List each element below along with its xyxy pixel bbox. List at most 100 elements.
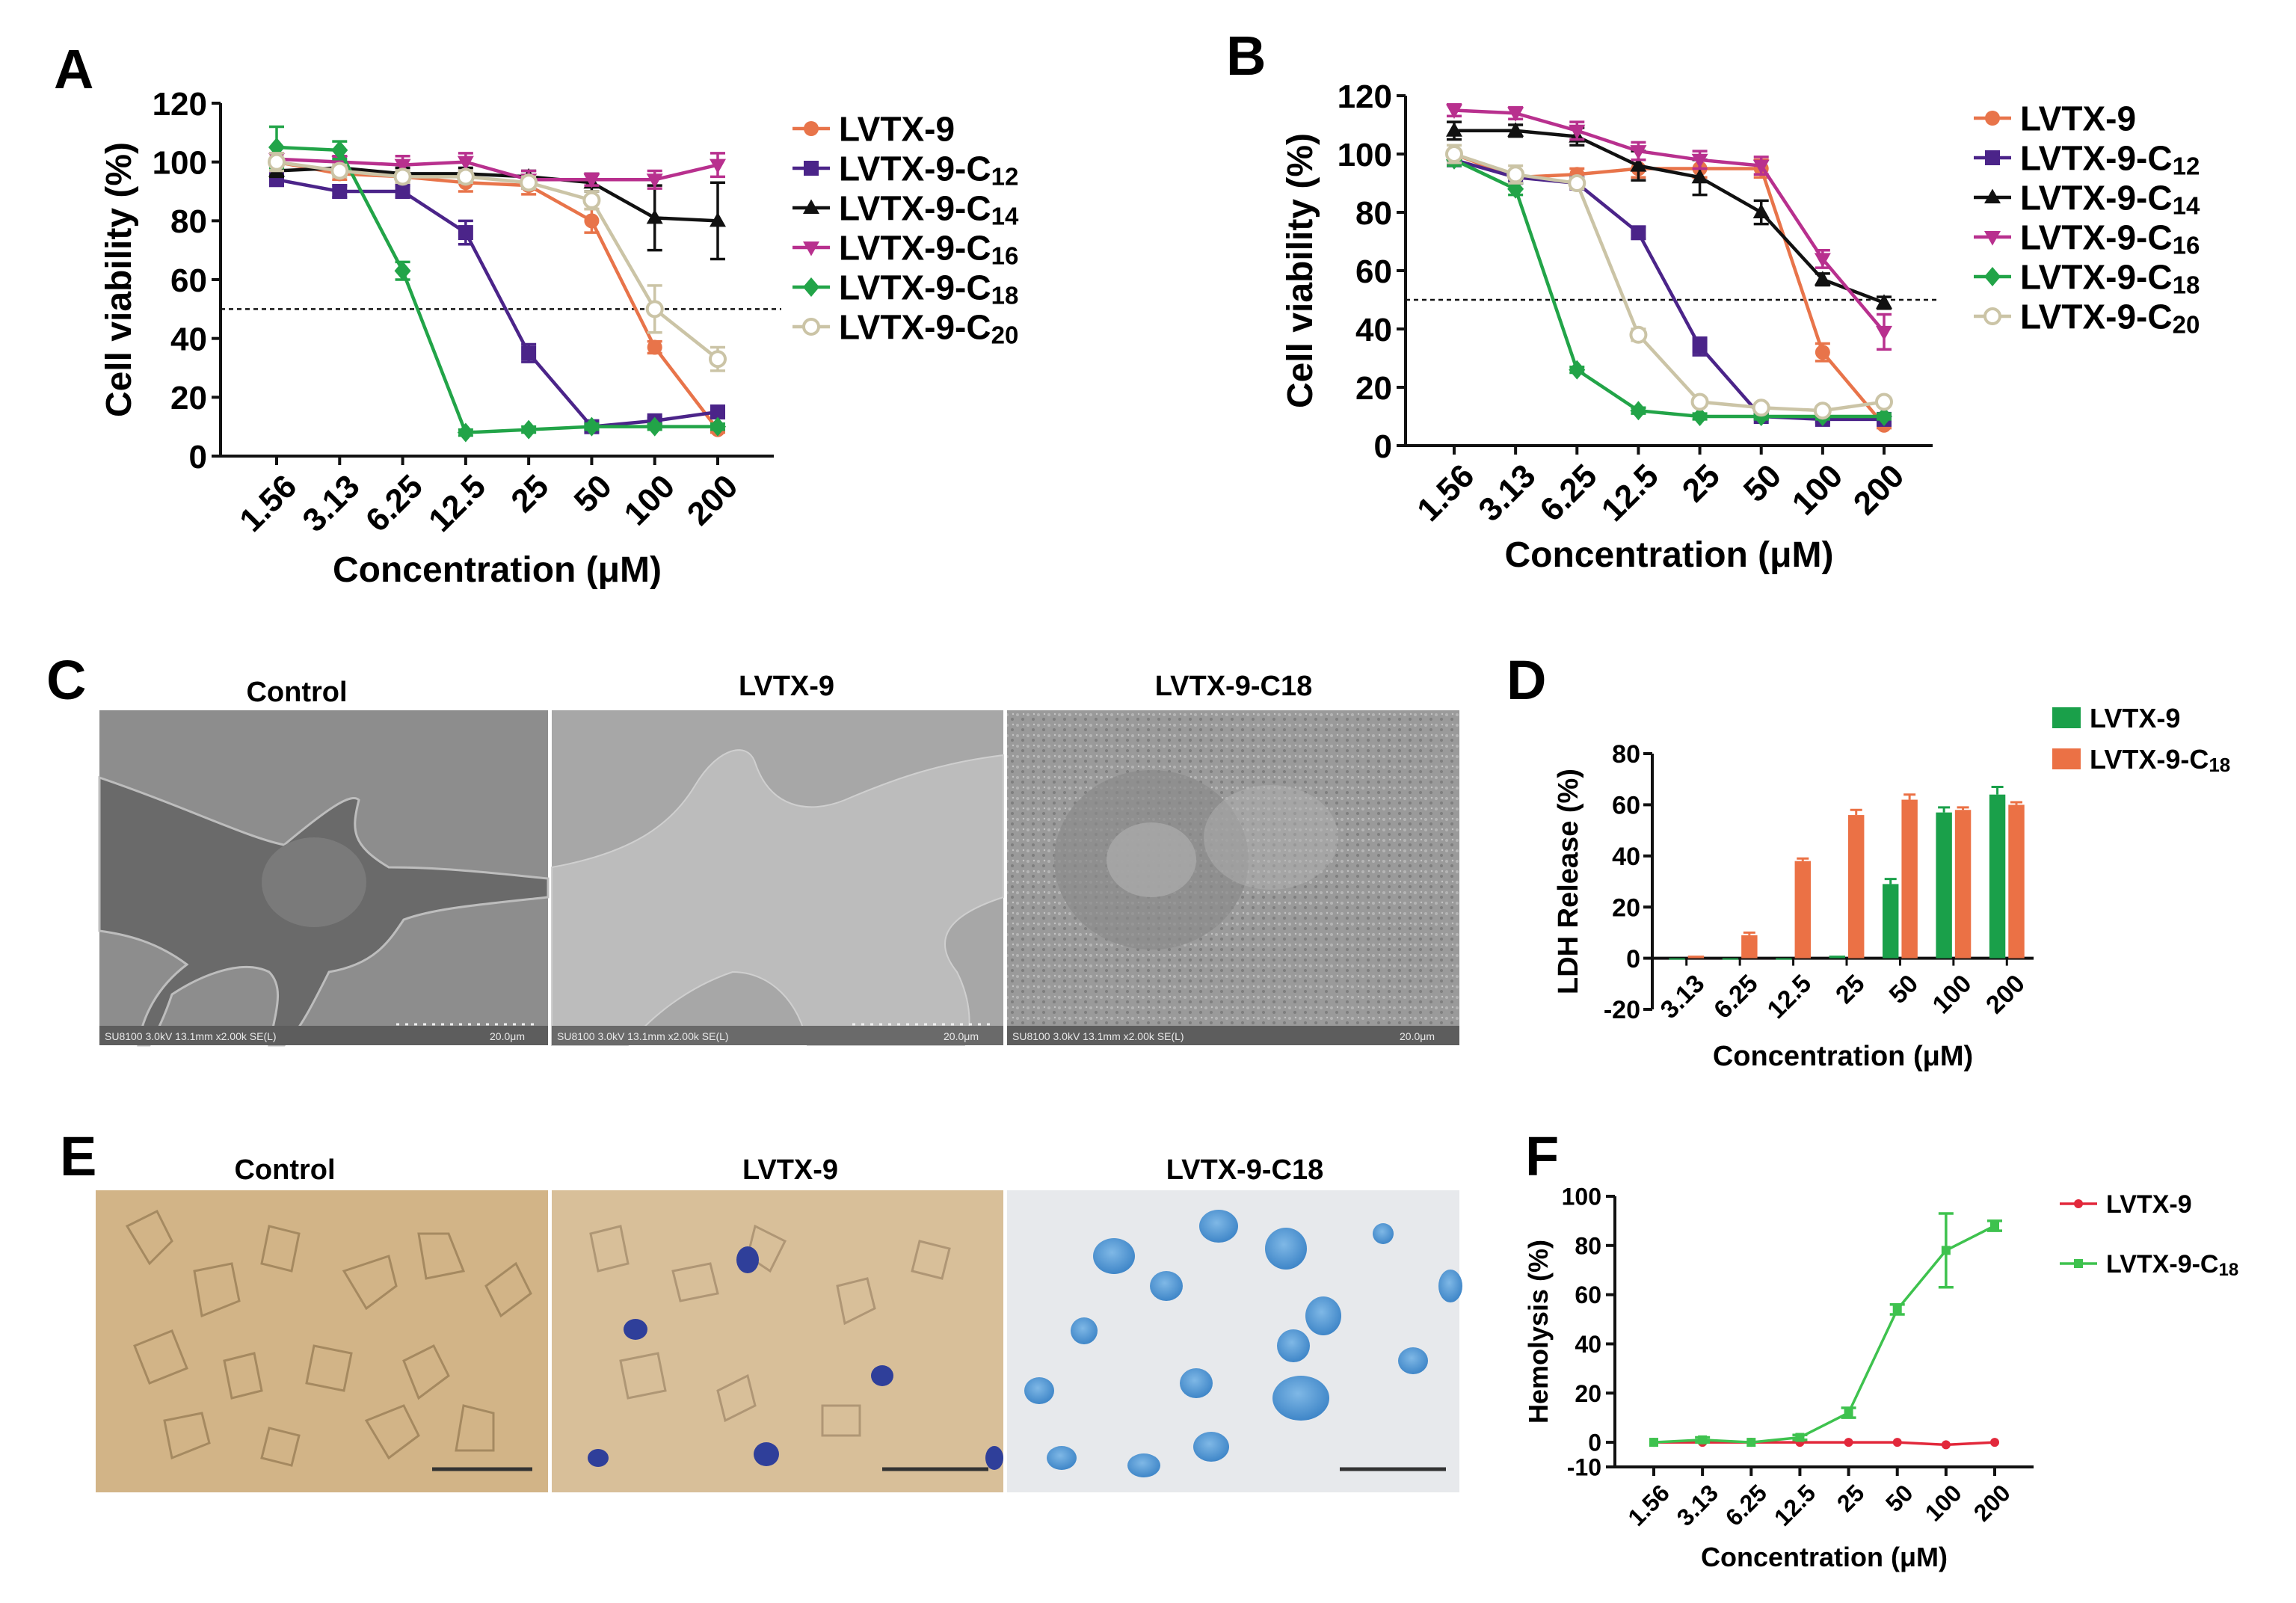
x-tick-label: 50 bbox=[1880, 1479, 1918, 1517]
data-point bbox=[647, 339, 662, 355]
x-tick-label: 200 bbox=[680, 468, 745, 533]
y-tick-label: 120 bbox=[1338, 79, 1392, 115]
sem-scale-lvtx9: 20.0μm bbox=[944, 1030, 979, 1042]
legend-marker bbox=[2074, 1199, 2083, 1208]
x-tick-label: 200 bbox=[1980, 969, 2031, 1019]
y-tick-label: 60 bbox=[1355, 253, 1392, 290]
legend-marker bbox=[804, 121, 819, 136]
stain-title-lvtx9: LVTX-9 bbox=[742, 1154, 838, 1186]
x-tick-label: 12.5 bbox=[1769, 1479, 1821, 1530]
data-point bbox=[1876, 325, 1892, 341]
legend-marker bbox=[1983, 307, 2001, 325]
data-point bbox=[521, 345, 537, 361]
series-LVTX-9-C18 bbox=[1649, 1212, 2002, 1447]
data-point bbox=[1446, 104, 1462, 119]
data-point bbox=[1876, 294, 1892, 309]
y-tick-label: 0 bbox=[1588, 1430, 1601, 1456]
data-point bbox=[1691, 407, 1708, 426]
x-tick-label: 6.25 bbox=[359, 468, 430, 539]
data-point bbox=[710, 159, 726, 174]
stain-title-lvtx9-c18: LVTX-9-C18 bbox=[1166, 1154, 1323, 1186]
legend-marker bbox=[804, 161, 819, 176]
x-axis-title: Concentration (μM) bbox=[333, 550, 662, 590]
stain-image-lvtx9 bbox=[552, 1190, 1003, 1492]
y-tick-label: -20 bbox=[1604, 996, 1640, 1024]
bar-LVTX-9-C18 bbox=[1901, 799, 1918, 959]
legend-label: LVTX-9-C12 bbox=[839, 150, 1018, 191]
sem-title-lvtx9-c18: LVTX-9-C18 bbox=[1155, 671, 1312, 702]
x-tick-label: 100 bbox=[1920, 1479, 1967, 1526]
sem-scale-lvtx9-c18: 20.0μm bbox=[1400, 1030, 1435, 1042]
y-tick-label: 20 bbox=[170, 380, 207, 416]
y-tick-label: 60 bbox=[1575, 1282, 1601, 1308]
x-tick-label: 200 bbox=[1847, 458, 1912, 523]
data-point bbox=[1630, 401, 1647, 421]
sem-image-lvtx9: SU8100 3.0kV 13.1mm x2.00k SE(L) 20.0μm bbox=[551, 710, 1004, 1046]
legend-marker bbox=[1985, 111, 2000, 126]
series-line bbox=[1654, 1441, 1995, 1447]
bar-LVTX-9 bbox=[1722, 958, 1739, 960]
bar-LVTX-9 bbox=[1829, 956, 1845, 959]
x-tick-label: 25 bbox=[1830, 969, 1871, 1009]
x-tick-label: 200 bbox=[1969, 1479, 2016, 1526]
data-point bbox=[1507, 107, 1524, 122]
series-LVTX-9-C20 bbox=[268, 152, 727, 372]
data-point bbox=[1752, 399, 1770, 417]
series-line bbox=[1453, 152, 1885, 413]
x-tick-label: 1.56 bbox=[1622, 1479, 1674, 1530]
x-tick-label: 12.5 bbox=[1595, 458, 1666, 529]
x-tick-label: 12.5 bbox=[422, 468, 493, 539]
panel-letter-d: D bbox=[1506, 649, 1546, 711]
series-LVTX-9-C14 bbox=[1446, 120, 1892, 310]
y-tick-label: 20 bbox=[1575, 1380, 1601, 1407]
legend-marker bbox=[803, 199, 819, 214]
data-point bbox=[582, 191, 601, 209]
data-point bbox=[520, 173, 538, 192]
data-point bbox=[1507, 122, 1524, 137]
data-point bbox=[456, 167, 475, 186]
y-tick-label: 80 bbox=[1612, 740, 1640, 769]
data-point bbox=[1941, 1440, 1951, 1450]
data-point bbox=[1691, 153, 1708, 169]
x-axis-title: Concentration (μM) bbox=[1701, 1542, 1948, 1572]
data-point bbox=[1990, 1438, 1999, 1447]
data-point bbox=[1844, 1438, 1853, 1447]
x-tick-label: 3.13 bbox=[1471, 458, 1542, 529]
data-point bbox=[1692, 339, 1708, 354]
sem-title-control: Control bbox=[246, 677, 347, 708]
legend-label: LVTX-9-C20 bbox=[839, 308, 1018, 349]
legend-label: LVTX-9 bbox=[839, 110, 955, 149]
bar-LVTX-9 bbox=[1776, 958, 1792, 960]
y-tick-label: 80 bbox=[1575, 1232, 1601, 1259]
data-point bbox=[393, 167, 412, 186]
bar-LVTX-9-C18 bbox=[1848, 815, 1865, 959]
data-point bbox=[1506, 165, 1525, 184]
legend-label: LVTX-9-C12 bbox=[2020, 139, 2200, 180]
data-point bbox=[1446, 122, 1462, 137]
y-tick-label: 40 bbox=[1575, 1331, 1601, 1358]
data-point bbox=[1568, 174, 1586, 192]
data-point bbox=[584, 213, 600, 229]
panel-letter-f: F bbox=[1525, 1125, 1559, 1187]
y-axis-title: Cell viability (%) bbox=[99, 142, 139, 417]
y-axis-title: Hemolysis (%) bbox=[1523, 1240, 1554, 1424]
y-tick-label: 100 bbox=[1562, 1184, 1601, 1210]
data-point bbox=[1815, 345, 1830, 360]
sem-caption-bar-lvtx9 bbox=[552, 1026, 1003, 1045]
x-tick-label: 3.13 bbox=[1672, 1479, 1723, 1530]
data-point bbox=[1569, 360, 1586, 380]
x-tick-label: 12.5 bbox=[1762, 969, 1818, 1024]
panel-letter-c: C bbox=[46, 649, 86, 711]
legend-marker bbox=[2074, 1259, 2083, 1268]
series-line bbox=[276, 160, 719, 431]
x-tick-label: 25 bbox=[1675, 458, 1727, 509]
stain-image-panel: Control LVTX-9 LVTX-9-C18 bbox=[96, 1154, 1462, 1492]
series-line bbox=[1454, 129, 1885, 305]
bar-LVTX-9 bbox=[1669, 958, 1685, 960]
data-point bbox=[1795, 1433, 1805, 1442]
stain-image-control bbox=[96, 1190, 548, 1492]
y-tick-label: 60 bbox=[1612, 792, 1640, 820]
data-point bbox=[1445, 145, 1463, 163]
